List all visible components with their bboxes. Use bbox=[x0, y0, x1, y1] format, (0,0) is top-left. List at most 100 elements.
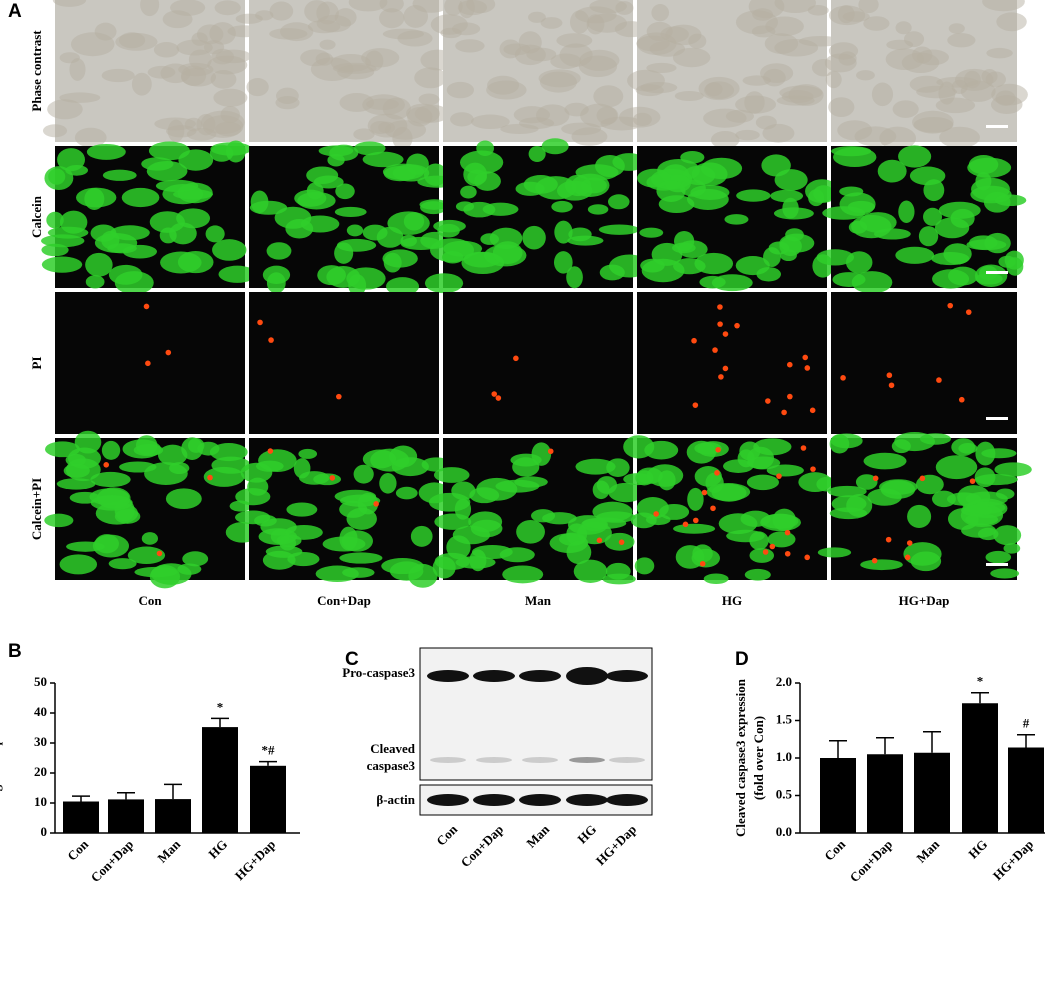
cell bbox=[154, 117, 197, 131]
nucleus bbox=[701, 489, 708, 496]
cell bbox=[528, 11, 546, 23]
cell bbox=[646, 62, 677, 74]
cell bbox=[403, 212, 425, 231]
cell bbox=[56, 478, 96, 490]
y-axis-label: Cleaved caspase3 expression bbox=[733, 678, 748, 837]
cell bbox=[568, 227, 592, 242]
cell bbox=[634, 557, 655, 575]
micrograph bbox=[817, 432, 1032, 580]
nucleus bbox=[267, 448, 274, 454]
lane-label: HG+Dap bbox=[593, 822, 639, 868]
cell bbox=[203, 466, 245, 487]
cell bbox=[63, 463, 90, 478]
cell bbox=[304, 0, 330, 23]
cell bbox=[744, 568, 771, 581]
cell bbox=[319, 39, 336, 50]
cell bbox=[353, 464, 374, 484]
panel-label: B bbox=[8, 641, 22, 662]
cell bbox=[618, 106, 661, 128]
cell bbox=[755, 115, 777, 130]
cell bbox=[335, 183, 355, 200]
x-tick-label: Con bbox=[821, 836, 848, 863]
y-tick-label: 30 bbox=[34, 734, 47, 749]
cell bbox=[995, 488, 1015, 500]
cell bbox=[444, 0, 463, 16]
cell bbox=[213, 88, 248, 107]
nucleus bbox=[722, 331, 729, 337]
cell bbox=[711, 274, 753, 292]
cell bbox=[235, 13, 263, 24]
nucleus bbox=[692, 402, 699, 408]
band bbox=[609, 757, 645, 763]
nucleus bbox=[692, 517, 699, 524]
nucleus bbox=[513, 355, 519, 362]
x-tick-label: Con+Dap bbox=[88, 837, 137, 886]
cell bbox=[832, 272, 866, 287]
cell bbox=[975, 172, 992, 191]
cell bbox=[566, 266, 583, 289]
cell bbox=[255, 460, 284, 472]
band bbox=[473, 670, 515, 682]
micrograph bbox=[428, 438, 644, 585]
cell bbox=[486, 80, 527, 100]
x-tick-label: HG bbox=[205, 837, 230, 862]
nucleus bbox=[804, 554, 811, 561]
cell bbox=[94, 232, 138, 253]
nucleus bbox=[653, 511, 659, 517]
cell bbox=[515, 181, 545, 196]
nucleus bbox=[143, 303, 150, 310]
cell bbox=[59, 210, 88, 234]
cell bbox=[169, 462, 190, 475]
nucleus bbox=[765, 398, 771, 404]
cell bbox=[434, 513, 472, 530]
nucleus bbox=[787, 393, 793, 400]
cell bbox=[218, 265, 257, 283]
cell bbox=[276, 87, 299, 105]
cell bbox=[877, 159, 907, 183]
cell bbox=[674, 230, 695, 252]
cell bbox=[828, 42, 859, 60]
nucleus bbox=[207, 474, 213, 481]
cell bbox=[165, 488, 202, 510]
nucleus bbox=[804, 365, 811, 371]
cell bbox=[503, 43, 531, 56]
cell bbox=[694, 442, 722, 455]
cell bbox=[326, 266, 361, 288]
scale-bar bbox=[986, 125, 1008, 128]
cell bbox=[499, 547, 535, 563]
cell bbox=[825, 70, 842, 89]
cell bbox=[370, 121, 392, 134]
panel-label: D bbox=[735, 649, 749, 670]
micrograph bbox=[824, 0, 1028, 150]
image-bg bbox=[831, 292, 1017, 434]
cell bbox=[285, 524, 323, 540]
micrograph bbox=[234, 438, 452, 588]
cell bbox=[828, 97, 855, 117]
lane-label: Con+Dap bbox=[458, 822, 507, 871]
cell bbox=[424, 273, 464, 294]
cell bbox=[967, 157, 1012, 178]
cell bbox=[361, 48, 400, 68]
cell bbox=[410, 525, 433, 547]
cell bbox=[587, 204, 609, 215]
cell bbox=[573, 559, 608, 583]
cell bbox=[45, 441, 80, 458]
cell bbox=[947, 508, 979, 530]
cell bbox=[686, 188, 729, 210]
cell bbox=[596, 511, 636, 523]
cell bbox=[571, 127, 608, 146]
cell bbox=[553, 251, 573, 274]
cell bbox=[52, 0, 87, 7]
cell bbox=[983, 191, 1011, 213]
cell bbox=[687, 487, 704, 511]
x-tick-label: Con bbox=[64, 836, 91, 863]
cell bbox=[644, 440, 679, 460]
cell bbox=[528, 145, 546, 162]
cell bbox=[691, 162, 728, 187]
cell bbox=[736, 189, 771, 202]
cell bbox=[59, 92, 101, 103]
x-tick-label: HG+Dap bbox=[990, 837, 1036, 883]
cell bbox=[476, 477, 518, 501]
cell bbox=[608, 482, 644, 503]
cell bbox=[134, 566, 178, 578]
